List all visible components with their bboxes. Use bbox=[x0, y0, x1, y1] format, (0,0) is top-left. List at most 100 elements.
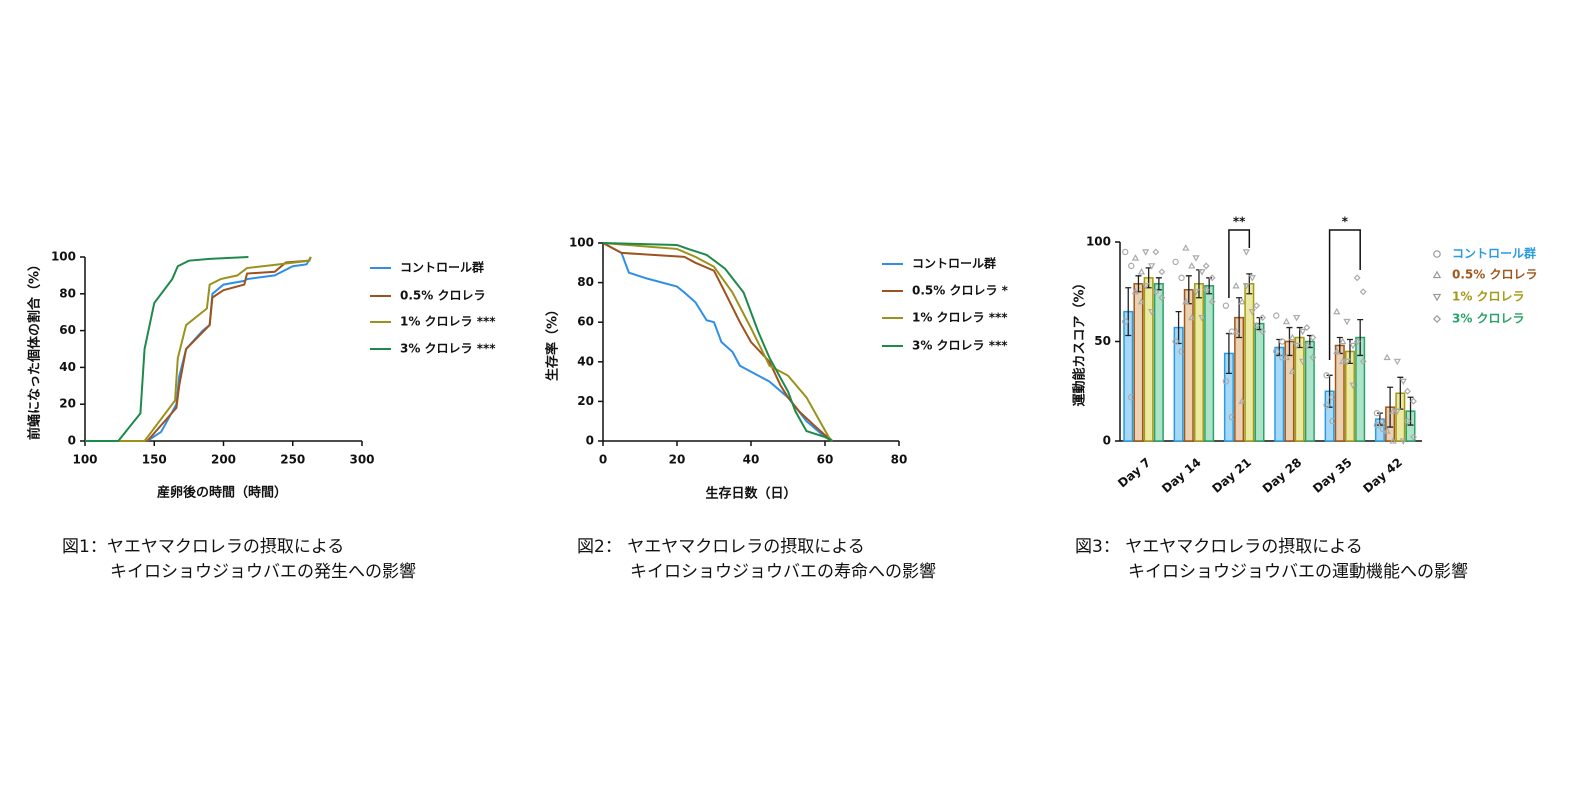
data-point bbox=[1393, 408, 1401, 415]
x-tick-label: 20 bbox=[669, 453, 686, 467]
data-point bbox=[1137, 268, 1146, 275]
data-point bbox=[1253, 302, 1260, 310]
legend-label: 1% クロレラ bbox=[1452, 290, 1525, 304]
bar bbox=[1244, 283, 1255, 442]
data-point bbox=[1288, 333, 1297, 341]
legend-label: 0.5% クロレラ bbox=[1452, 268, 1537, 282]
y-tick-label: 20 bbox=[577, 394, 594, 408]
data-point bbox=[1389, 407, 1397, 414]
y-tick-label: 100 bbox=[1086, 235, 1111, 249]
bar bbox=[1183, 289, 1194, 442]
bar bbox=[1143, 277, 1154, 442]
caption: 図2： ヤエヤマクロレラの摂取による bbox=[577, 537, 865, 557]
data-point bbox=[1373, 409, 1381, 417]
y-tick-label: 100 bbox=[51, 250, 76, 264]
data-point bbox=[1202, 262, 1210, 270]
error-bar bbox=[1125, 287, 1132, 337]
data-point bbox=[1293, 314, 1301, 322]
data-point bbox=[1383, 353, 1391, 361]
data-point bbox=[1333, 347, 1341, 355]
significance-bracket bbox=[1228, 229, 1251, 298]
data-point bbox=[1248, 308, 1256, 316]
y-tick-label: 40 bbox=[59, 360, 76, 374]
data-point bbox=[1198, 269, 1206, 276]
data-point bbox=[1349, 342, 1357, 350]
legend-label: 1% クロレラ *** bbox=[400, 315, 496, 329]
data-point bbox=[1142, 249, 1150, 256]
y-tick-label: 80 bbox=[577, 275, 594, 289]
bar bbox=[1284, 340, 1295, 442]
significance-label: ** bbox=[1233, 215, 1246, 229]
y-tick-label: 0 bbox=[68, 434, 76, 448]
bar bbox=[1193, 283, 1204, 442]
line bbox=[602, 242, 834, 442]
data-point bbox=[1192, 289, 1200, 296]
data-point bbox=[1259, 314, 1266, 322]
x-tick-label: Day 7 bbox=[1115, 455, 1153, 490]
line bbox=[85, 256, 312, 442]
legend-label: 3% クロレラ *** bbox=[912, 339, 1008, 353]
data-point bbox=[1323, 401, 1330, 409]
data-point bbox=[1222, 302, 1230, 309]
data-point bbox=[1131, 254, 1140, 261]
bar bbox=[1133, 283, 1144, 442]
data-point bbox=[1222, 378, 1230, 385]
legend-marker bbox=[1432, 314, 1442, 324]
x-axis-title: 産卵後の時間（時間） bbox=[157, 485, 287, 501]
legend-label: 3% クロレラ *** bbox=[400, 342, 496, 356]
x-tick-label: Day 28 bbox=[1260, 455, 1305, 496]
error-bar bbox=[1387, 386, 1394, 428]
bar bbox=[1274, 346, 1285, 442]
data-point bbox=[1399, 378, 1407, 386]
data-point bbox=[1288, 367, 1297, 375]
data-point bbox=[1192, 255, 1200, 262]
error-bar bbox=[1407, 396, 1414, 426]
bar bbox=[1294, 336, 1305, 442]
data-point bbox=[1242, 249, 1250, 256]
data-point bbox=[1208, 274, 1216, 282]
y-axis-title: 運動能カスコア（%） bbox=[1072, 276, 1088, 406]
data-point bbox=[1273, 312, 1280, 319]
data-point bbox=[1182, 244, 1190, 251]
y-tick-label: 60 bbox=[59, 323, 76, 337]
data-point bbox=[1152, 248, 1160, 256]
data-point bbox=[1188, 262, 1196, 269]
data-point bbox=[1404, 387, 1411, 395]
line bbox=[85, 256, 312, 442]
y-tick-label: 40 bbox=[577, 354, 594, 368]
caption: 図1：ヤエヤマクロレラの摂取による bbox=[62, 537, 344, 557]
data-point bbox=[1178, 274, 1185, 282]
data-point bbox=[1393, 358, 1401, 366]
x-tick-label: 150 bbox=[142, 453, 167, 467]
x-tick-label: Day 21 bbox=[1209, 455, 1254, 496]
data-point bbox=[1273, 348, 1280, 355]
data-point bbox=[1383, 427, 1391, 434]
y-tick-label: 50 bbox=[1094, 334, 1111, 348]
significance-bracket bbox=[1328, 229, 1361, 360]
y-tick-label: 100 bbox=[569, 236, 594, 250]
caption: キイロショウジョウバエの発生への影響 bbox=[110, 562, 416, 582]
data-point bbox=[1238, 297, 1246, 305]
data-point bbox=[1172, 338, 1179, 345]
data-point bbox=[1242, 283, 1250, 290]
data-point bbox=[1148, 263, 1156, 270]
data-point bbox=[1202, 286, 1210, 294]
x-tick-label: 40 bbox=[743, 453, 760, 467]
data-point bbox=[1303, 324, 1311, 332]
x-tick-label: 200 bbox=[211, 453, 236, 467]
data-point bbox=[1259, 328, 1266, 335]
y-tick-label: 80 bbox=[59, 286, 76, 300]
line bbox=[85, 256, 249, 442]
data-point bbox=[1172, 258, 1179, 266]
x-tick-label: 300 bbox=[349, 453, 374, 467]
data-point bbox=[1282, 317, 1291, 325]
data-point bbox=[1137, 297, 1146, 305]
bar bbox=[1254, 322, 1265, 442]
x-tick-label: 0 bbox=[599, 453, 607, 467]
data-point bbox=[1282, 353, 1291, 361]
x-tick-label: Day 35 bbox=[1310, 455, 1355, 496]
data-point bbox=[1182, 297, 1190, 305]
data-point bbox=[1353, 338, 1361, 345]
data-point bbox=[1152, 288, 1160, 296]
